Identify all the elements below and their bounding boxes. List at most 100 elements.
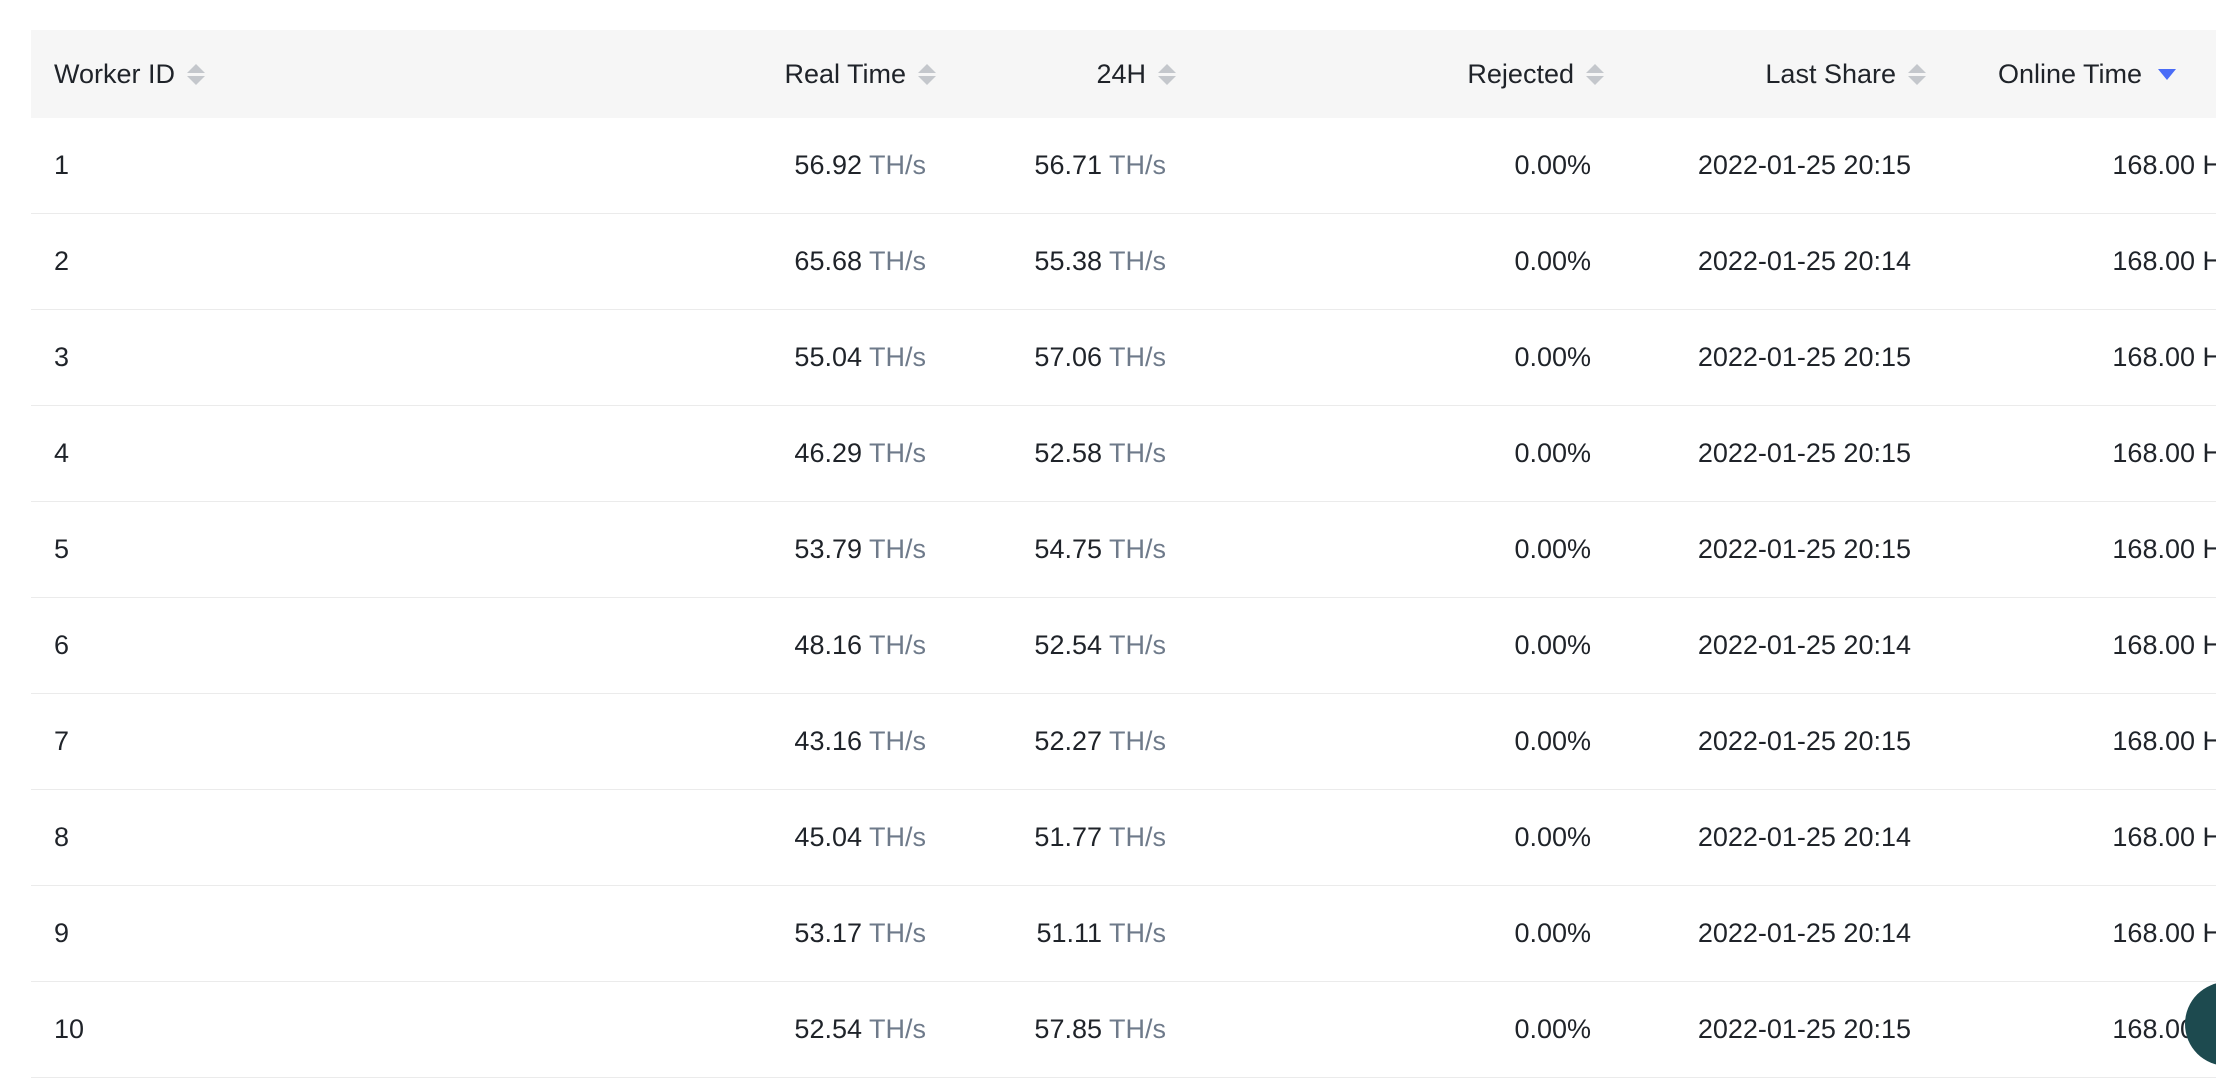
table-row: 9 53.17 TH/s 51.11 TH/s 0.00% 2022-01-25…: [31, 886, 2216, 982]
column-header-online-time[interactable]: Online Time: [1998, 30, 2176, 118]
last-share-value: 2022-01-25 20:15: [1697, 726, 1911, 756]
24h-value: 52.27: [1034, 726, 1102, 756]
cell-last-share: 2022-01-25 20:15: [1698, 406, 1911, 501]
table-row: 7 43.16 TH/s 52.27 TH/s 0.00% 2022-01-25…: [31, 694, 2216, 790]
table-row: 4 46.29 TH/s 52.58 TH/s 0.00% 2022-01-25…: [31, 406, 2216, 502]
column-header-label: Online Time: [1997, 58, 2142, 89]
cell-worker-id[interactable]: 1: [54, 118, 69, 213]
rejected-value: 0.00%: [1514, 342, 1591, 372]
hashrate-unit: TH/s: [1109, 150, 1166, 180]
sort-icon[interactable]: [918, 63, 936, 85]
hashrate-unit: TH/s: [1109, 534, 1166, 564]
column-header-24h[interactable]: 24H: [1096, 30, 1176, 118]
cell-real-time: 45.04 TH/s: [794, 790, 926, 885]
column-header-real-time[interactable]: Real Time: [784, 30, 936, 118]
online-time-value: 168.00 H: [2112, 630, 2216, 660]
cell-24h: 54.75 TH/s: [1034, 502, 1166, 597]
cell-real-time: 46.29 TH/s: [794, 406, 926, 501]
hashrate-unit: TH/s: [869, 150, 926, 180]
rejected-value: 0.00%: [1514, 630, 1591, 660]
hashrate-unit: TH/s: [869, 438, 926, 468]
hashrate-unit: TH/s: [869, 342, 926, 372]
online-time-value: 168.00 H: [2112, 438, 2216, 468]
table-row: 6 48.16 TH/s 52.54 TH/s 0.00% 2022-01-25…: [31, 598, 2216, 694]
real-time-value: 46.29: [794, 438, 862, 468]
online-time-value: 168.00 H: [2112, 246, 2216, 276]
cell-worker-id[interactable]: 7: [54, 694, 69, 789]
cell-rejected: 0.00%: [1514, 790, 1591, 885]
cell-24h: 57.85 TH/s: [1034, 982, 1166, 1077]
24h-value: 57.85: [1034, 1014, 1102, 1044]
table-row: 10 52.54 TH/s 57.85 TH/s 0.00% 2022-01-2…: [31, 982, 2216, 1078]
hashrate-unit: TH/s: [1109, 342, 1166, 372]
real-time-value: 53.79: [794, 534, 862, 564]
rejected-value: 0.00%: [1514, 918, 1591, 948]
last-share-value: 2022-01-25 20:15: [1697, 150, 1911, 180]
hashrate-unit: TH/s: [869, 1014, 926, 1044]
cell-rejected: 0.00%: [1514, 406, 1591, 501]
sort-icon[interactable]: [187, 63, 206, 85]
hashrate-unit: TH/s: [1109, 630, 1166, 660]
rejected-value: 0.00%: [1514, 438, 1591, 468]
hashrate-unit: TH/s: [869, 630, 926, 660]
sort-desc-icon[interactable]: [2158, 68, 2176, 80]
cell-real-time: 53.79 TH/s: [794, 502, 926, 597]
cell-real-time: 53.17 TH/s: [794, 886, 926, 981]
cell-worker-id[interactable]: 5: [54, 502, 69, 597]
cell-worker-id[interactable]: 6: [54, 598, 69, 693]
sort-icon[interactable]: [1908, 63, 1926, 85]
real-time-value: 48.16: [794, 630, 862, 660]
worker-id-value: 8: [54, 822, 70, 852]
hashrate-unit: TH/s: [869, 726, 926, 756]
cell-rejected: 0.00%: [1514, 214, 1591, 309]
worker-id-value: 3: [54, 342, 70, 372]
worker-id-value: 10: [54, 1014, 85, 1044]
hashrate-unit: TH/s: [1109, 726, 1166, 756]
cell-worker-id[interactable]: 4: [54, 406, 69, 501]
cell-24h: 51.11 TH/s: [1036, 886, 1166, 981]
column-header-rejected[interactable]: Rejected: [1467, 30, 1604, 118]
real-time-value: 65.68: [794, 246, 862, 276]
rejected-value: 0.00%: [1514, 150, 1591, 180]
hashrate-unit: TH/s: [1109, 246, 1166, 276]
last-share-value: 2022-01-25 20:15: [1697, 1014, 1911, 1044]
cell-last-share: 2022-01-25 20:15: [1698, 118, 1911, 213]
cell-24h: 57.06 TH/s: [1034, 310, 1166, 405]
cell-online-time: 168.00 H: [2112, 790, 2216, 885]
rejected-value: 0.00%: [1514, 822, 1591, 852]
cell-rejected: 0.00%: [1514, 694, 1591, 789]
cell-24h: 55.38 TH/s: [1034, 214, 1166, 309]
cell-online-time: 168.00 H: [2112, 694, 2216, 789]
cell-real-time: 65.68 TH/s: [794, 214, 926, 309]
cell-last-share: 2022-01-25 20:14: [1698, 790, 1911, 885]
worker-id-value: 2: [54, 246, 70, 276]
last-share-value: 2022-01-25 20:14: [1697, 246, 1911, 276]
cell-rejected: 0.00%: [1514, 886, 1591, 981]
worker-id-value: 4: [54, 438, 70, 468]
real-time-value: 52.54: [794, 1014, 862, 1044]
online-time-value: 168.00 H: [2112, 150, 2216, 180]
online-time-value: 168.00 H: [2112, 726, 2216, 756]
rejected-value: 0.00%: [1514, 246, 1591, 276]
cell-worker-id[interactable]: 10: [54, 982, 84, 1077]
last-share-value: 2022-01-25 20:14: [1697, 822, 1911, 852]
column-header-worker-id[interactable]: Worker ID: [54, 30, 206, 118]
sort-icon[interactable]: [1586, 63, 1604, 85]
cell-online-time: 168.00 H: [2112, 502, 2216, 597]
last-share-value: 2022-01-25 20:14: [1697, 918, 1911, 948]
cell-worker-id[interactable]: 9: [54, 886, 69, 981]
rejected-value: 0.00%: [1514, 726, 1591, 756]
24h-value: 52.58: [1034, 438, 1102, 468]
hashrate-unit: TH/s: [1109, 438, 1166, 468]
cell-rejected: 0.00%: [1514, 502, 1591, 597]
cell-worker-id[interactable]: 2: [54, 214, 69, 309]
24h-value: 56.71: [1034, 150, 1102, 180]
24h-value: 51.11: [1036, 918, 1102, 948]
cell-worker-id[interactable]: 8: [54, 790, 69, 885]
hashrate-unit: TH/s: [1109, 1014, 1166, 1044]
cell-worker-id[interactable]: 3: [54, 310, 69, 405]
sort-icon[interactable]: [1158, 63, 1176, 85]
hashrate-unit: TH/s: [869, 534, 926, 564]
cell-24h: 52.27 TH/s: [1034, 694, 1166, 789]
column-header-last-share[interactable]: Last Share: [1765, 30, 1926, 118]
